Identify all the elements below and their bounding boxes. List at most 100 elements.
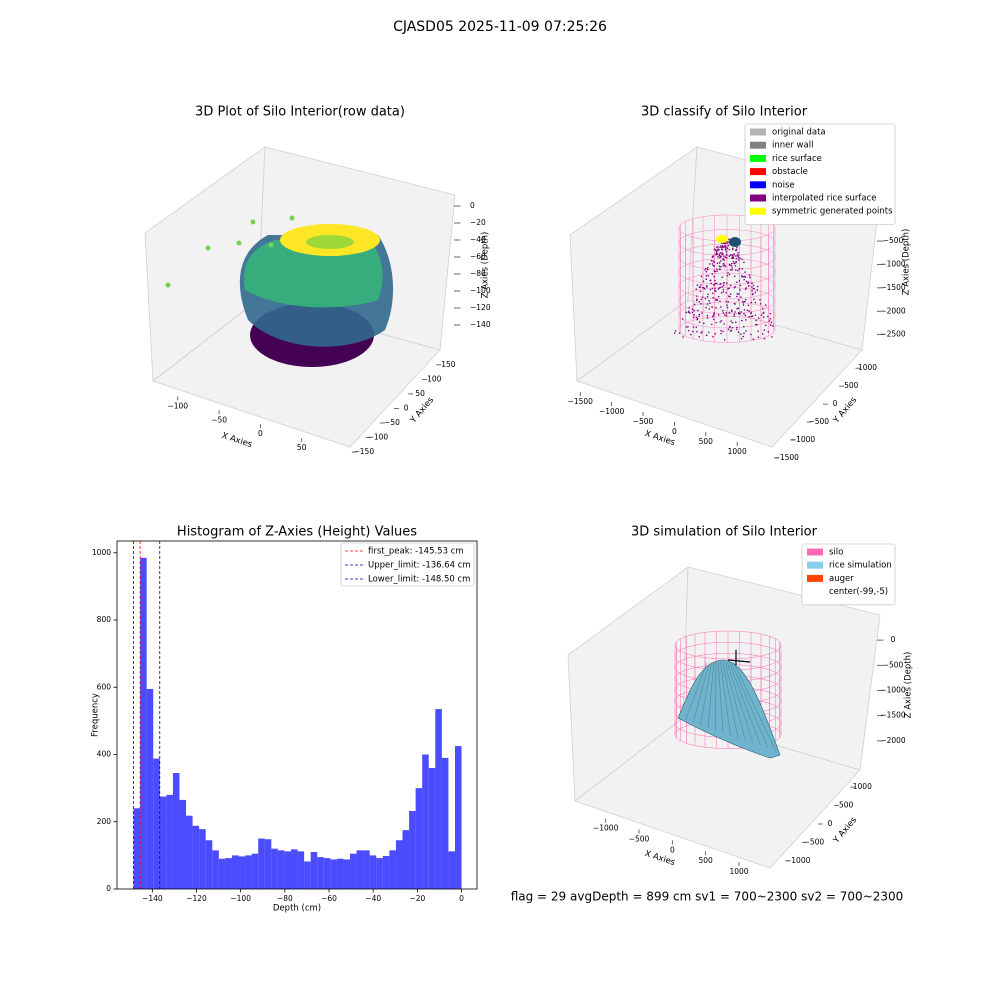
rice-dot <box>700 298 703 301</box>
bar <box>448 851 455 889</box>
rice-dot <box>741 267 744 270</box>
x-tick-label: −100 <box>167 401 188 410</box>
x-tick-label: 0 <box>258 429 263 438</box>
rice-dot <box>733 262 735 265</box>
bar <box>225 858 232 889</box>
z-tick-label: −2000 <box>880 736 906 745</box>
rice-dot <box>721 252 723 254</box>
rice-dot <box>729 269 732 271</box>
rice-dot <box>740 296 742 298</box>
rice-dot <box>723 255 725 258</box>
rice-dot <box>705 334 708 337</box>
rice-dot <box>723 323 725 325</box>
rice-dot <box>750 311 752 314</box>
x-tick-label: 1000 <box>729 867 748 876</box>
rice-dot <box>751 286 753 288</box>
silo-ring <box>678 272 776 300</box>
legend-swatch <box>750 154 766 162</box>
bar <box>350 853 357 889</box>
rice-dot <box>716 246 718 249</box>
z-tick-label: −1500 <box>880 283 906 292</box>
rice-dot <box>707 274 710 277</box>
z-tick-label: −500 <box>883 660 904 669</box>
rice-dot <box>687 325 689 328</box>
rice-dot <box>771 336 773 338</box>
rice-dot <box>730 264 733 267</box>
rice-dot <box>726 306 729 309</box>
rice-dot <box>767 331 770 333</box>
rice-dot <box>702 286 704 289</box>
rice-dot <box>682 318 684 320</box>
x-tick-label: 0 <box>670 845 675 854</box>
rice-dot <box>737 256 740 259</box>
rice-dot <box>690 333 692 336</box>
bar <box>441 757 449 889</box>
rice-dot <box>706 268 709 271</box>
rice-dot <box>722 258 725 260</box>
rice-dot <box>745 280 748 283</box>
rice-dot <box>736 328 738 331</box>
bar <box>454 746 462 889</box>
y-tick-label: 50 <box>415 389 425 398</box>
rice-dot <box>730 329 733 332</box>
rice-dot <box>706 303 709 305</box>
rice-dot <box>741 319 743 322</box>
y-tick-label: 500 <box>839 801 854 810</box>
rice-dot <box>764 304 767 306</box>
rice-dot <box>730 320 732 322</box>
rice-dot <box>687 311 690 314</box>
bar <box>166 794 173 889</box>
y-tick-label: 1000 <box>853 782 872 791</box>
rice-dot <box>673 332 676 334</box>
bar <box>186 815 193 889</box>
rice-dot <box>696 330 698 333</box>
rice-dot <box>720 332 723 335</box>
bar <box>422 754 429 889</box>
bar <box>297 851 305 889</box>
rice-dot <box>696 284 699 286</box>
bar <box>159 796 167 889</box>
x-axis-label: Depth (cm) <box>273 904 321 914</box>
z-tick-label: 0 <box>470 201 475 210</box>
axes-title: 3D simulation of Silo Interior <box>631 525 818 540</box>
rice-dot <box>739 284 742 287</box>
rice-dot <box>725 311 728 314</box>
rice-dot <box>742 304 745 306</box>
rice-dot <box>696 317 699 320</box>
silo-ring <box>678 258 776 285</box>
rice-dot <box>745 330 747 332</box>
rice-dot <box>726 274 729 277</box>
x-tick-label: 50 <box>297 443 307 452</box>
rice-dot <box>749 276 751 279</box>
rice-dot <box>712 255 714 257</box>
rice-dot <box>695 299 698 302</box>
rice-dot <box>745 319 747 321</box>
rice-dot <box>743 332 745 335</box>
rice-dot <box>711 323 713 326</box>
rice-dot <box>768 320 771 322</box>
rice-dot <box>736 246 738 249</box>
legend-swatch <box>807 588 823 596</box>
rice-surface <box>729 237 741 247</box>
rice-dot <box>711 263 714 265</box>
rice-dot <box>724 264 726 267</box>
rice-dot <box>723 259 726 262</box>
y-tick-label: 800 <box>97 615 112 624</box>
rice-dot <box>711 256 714 259</box>
rice-dot <box>769 312 772 315</box>
rice-dot <box>709 302 711 304</box>
x-tick-label: −60 <box>321 894 337 903</box>
rice-dot <box>750 301 753 304</box>
rice-dot <box>719 255 722 258</box>
bar <box>231 855 239 889</box>
rice-dot <box>708 331 710 334</box>
rice-dot <box>734 311 736 313</box>
rice-dot <box>721 276 724 278</box>
bar <box>428 767 436 889</box>
bar <box>245 855 252 889</box>
rice-dot <box>708 263 711 265</box>
rice-dot <box>711 287 714 290</box>
rice-dot <box>728 255 731 258</box>
y-tick-label: −500 <box>804 837 825 846</box>
